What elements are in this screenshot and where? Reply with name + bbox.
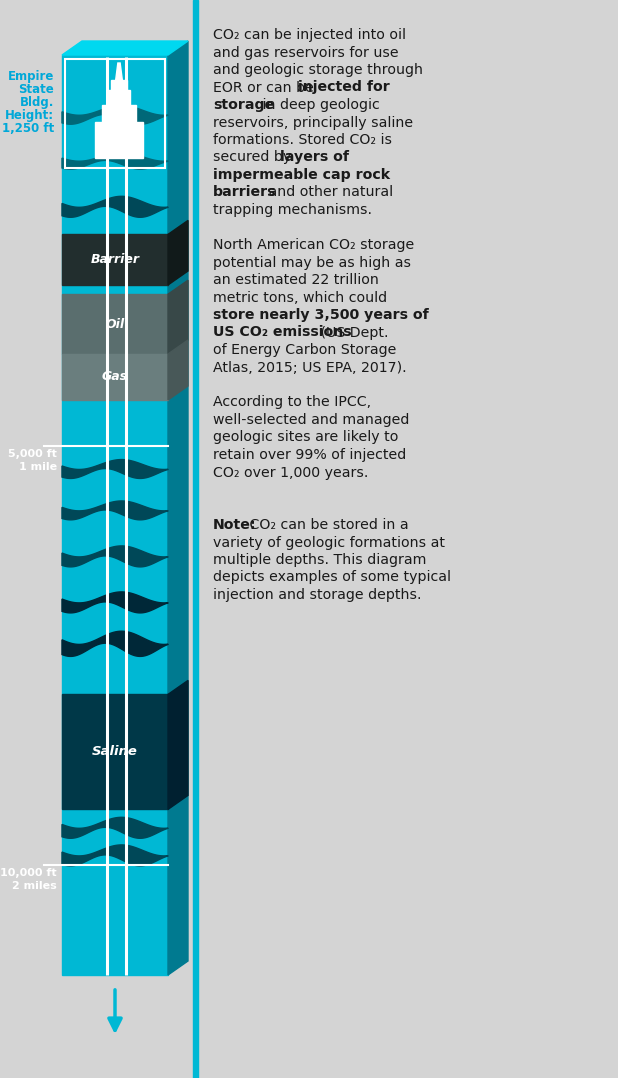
Text: multiple depths. This diagram: multiple depths. This diagram: [213, 553, 426, 567]
Text: barriers: barriers: [213, 185, 276, 199]
Text: in deep geologic: in deep geologic: [258, 98, 379, 112]
Text: geologic sites are likely to: geologic sites are likely to: [213, 430, 399, 444]
Polygon shape: [62, 196, 168, 218]
Text: storage: storage: [213, 98, 274, 112]
Bar: [65, 59, 165, 168]
Text: of Energy Carbon Storage: of Energy Carbon Storage: [213, 343, 396, 357]
Text: 10,000 ft: 10,000 ft: [1, 868, 57, 877]
Text: 1,250 ft: 1,250 ft: [2, 122, 54, 135]
Text: metric tons, which could: metric tons, which could: [213, 290, 387, 304]
Text: 2 miles: 2 miles: [12, 881, 57, 890]
Bar: [62, 294, 168, 354]
Text: an estimated 22 trillion: an estimated 22 trillion: [213, 273, 379, 287]
Text: store nearly 3,500 years of: store nearly 3,500 years of: [213, 308, 429, 322]
Text: (US Dept.: (US Dept.: [316, 326, 388, 340]
Polygon shape: [62, 41, 188, 55]
Polygon shape: [62, 545, 168, 567]
Text: retain over 99% of injected: retain over 99% of injected: [213, 448, 406, 462]
Text: CO₂ can be stored in a: CO₂ can be stored in a: [245, 519, 408, 533]
Text: potential may be as high as: potential may be as high as: [213, 255, 411, 270]
Text: and other natural: and other natural: [265, 185, 394, 199]
Text: secured by: secured by: [213, 151, 296, 165]
Polygon shape: [62, 152, 168, 169]
Polygon shape: [168, 680, 188, 810]
Text: variety of geologic formations at: variety of geologic formations at: [213, 536, 445, 550]
Text: trapping mechanisms.: trapping mechanisms.: [213, 203, 372, 217]
Text: reservoirs, principally saline: reservoirs, principally saline: [213, 115, 413, 129]
Bar: [108, 89, 130, 105]
Text: depicts examples of some typical: depicts examples of some typical: [213, 570, 451, 584]
Polygon shape: [168, 41, 188, 975]
Text: injected for: injected for: [298, 81, 390, 95]
Bar: [111, 80, 127, 89]
Text: injection and storage depths.: injection and storage depths.: [213, 588, 421, 602]
Polygon shape: [62, 817, 168, 839]
Polygon shape: [62, 845, 168, 866]
Polygon shape: [62, 592, 168, 613]
Polygon shape: [62, 106, 168, 124]
Text: North American CO₂ storage: North American CO₂ storage: [213, 238, 414, 252]
Bar: [102, 105, 136, 122]
Text: and gas reservoirs for use: and gas reservoirs for use: [213, 45, 399, 59]
Text: formations. Stored CO₂ is: formations. Stored CO₂ is: [213, 133, 392, 147]
Polygon shape: [62, 459, 168, 479]
Text: 5,000 ft: 5,000 ft: [8, 450, 57, 459]
Text: Height:: Height:: [5, 109, 54, 122]
Bar: [62, 694, 168, 810]
Polygon shape: [168, 220, 188, 285]
Text: and geologic storage through: and geologic storage through: [213, 63, 423, 77]
Text: layers of: layers of: [280, 151, 349, 165]
Polygon shape: [62, 632, 168, 657]
Text: well-selected and managed: well-selected and managed: [213, 413, 409, 427]
Text: Bldg.: Bldg.: [20, 96, 54, 109]
Text: impermeable cap rock: impermeable cap rock: [213, 168, 390, 182]
Text: State: State: [19, 83, 54, 96]
Text: 1 mile: 1 mile: [19, 462, 57, 472]
Text: CO₂ over 1,000 years.: CO₂ over 1,000 years.: [213, 466, 368, 480]
Text: Gas: Gas: [102, 371, 128, 384]
Polygon shape: [116, 63, 122, 80]
Bar: [62, 234, 168, 285]
Text: According to the IPCC,: According to the IPCC,: [213, 396, 371, 410]
Bar: [62, 354, 168, 400]
Bar: [95, 122, 143, 158]
Bar: [193, 0, 198, 1078]
Text: EOR or can be: EOR or can be: [213, 81, 318, 95]
Text: CO₂ can be injected into oil: CO₂ can be injected into oil: [213, 28, 406, 42]
Text: Oil: Oil: [106, 318, 125, 331]
Text: Empire: Empire: [7, 70, 54, 83]
Polygon shape: [62, 501, 168, 520]
Polygon shape: [168, 280, 188, 354]
Text: Saline: Saline: [92, 745, 138, 759]
Text: Note:: Note:: [213, 519, 256, 533]
Text: Barrier: Barrier: [90, 253, 140, 266]
Bar: [62, 55, 168, 975]
Text: US CO₂ emissions: US CO₂ emissions: [213, 326, 352, 340]
Polygon shape: [168, 340, 188, 400]
Text: Atlas, 2015; US EPA, 2017).: Atlas, 2015; US EPA, 2017).: [213, 360, 407, 374]
